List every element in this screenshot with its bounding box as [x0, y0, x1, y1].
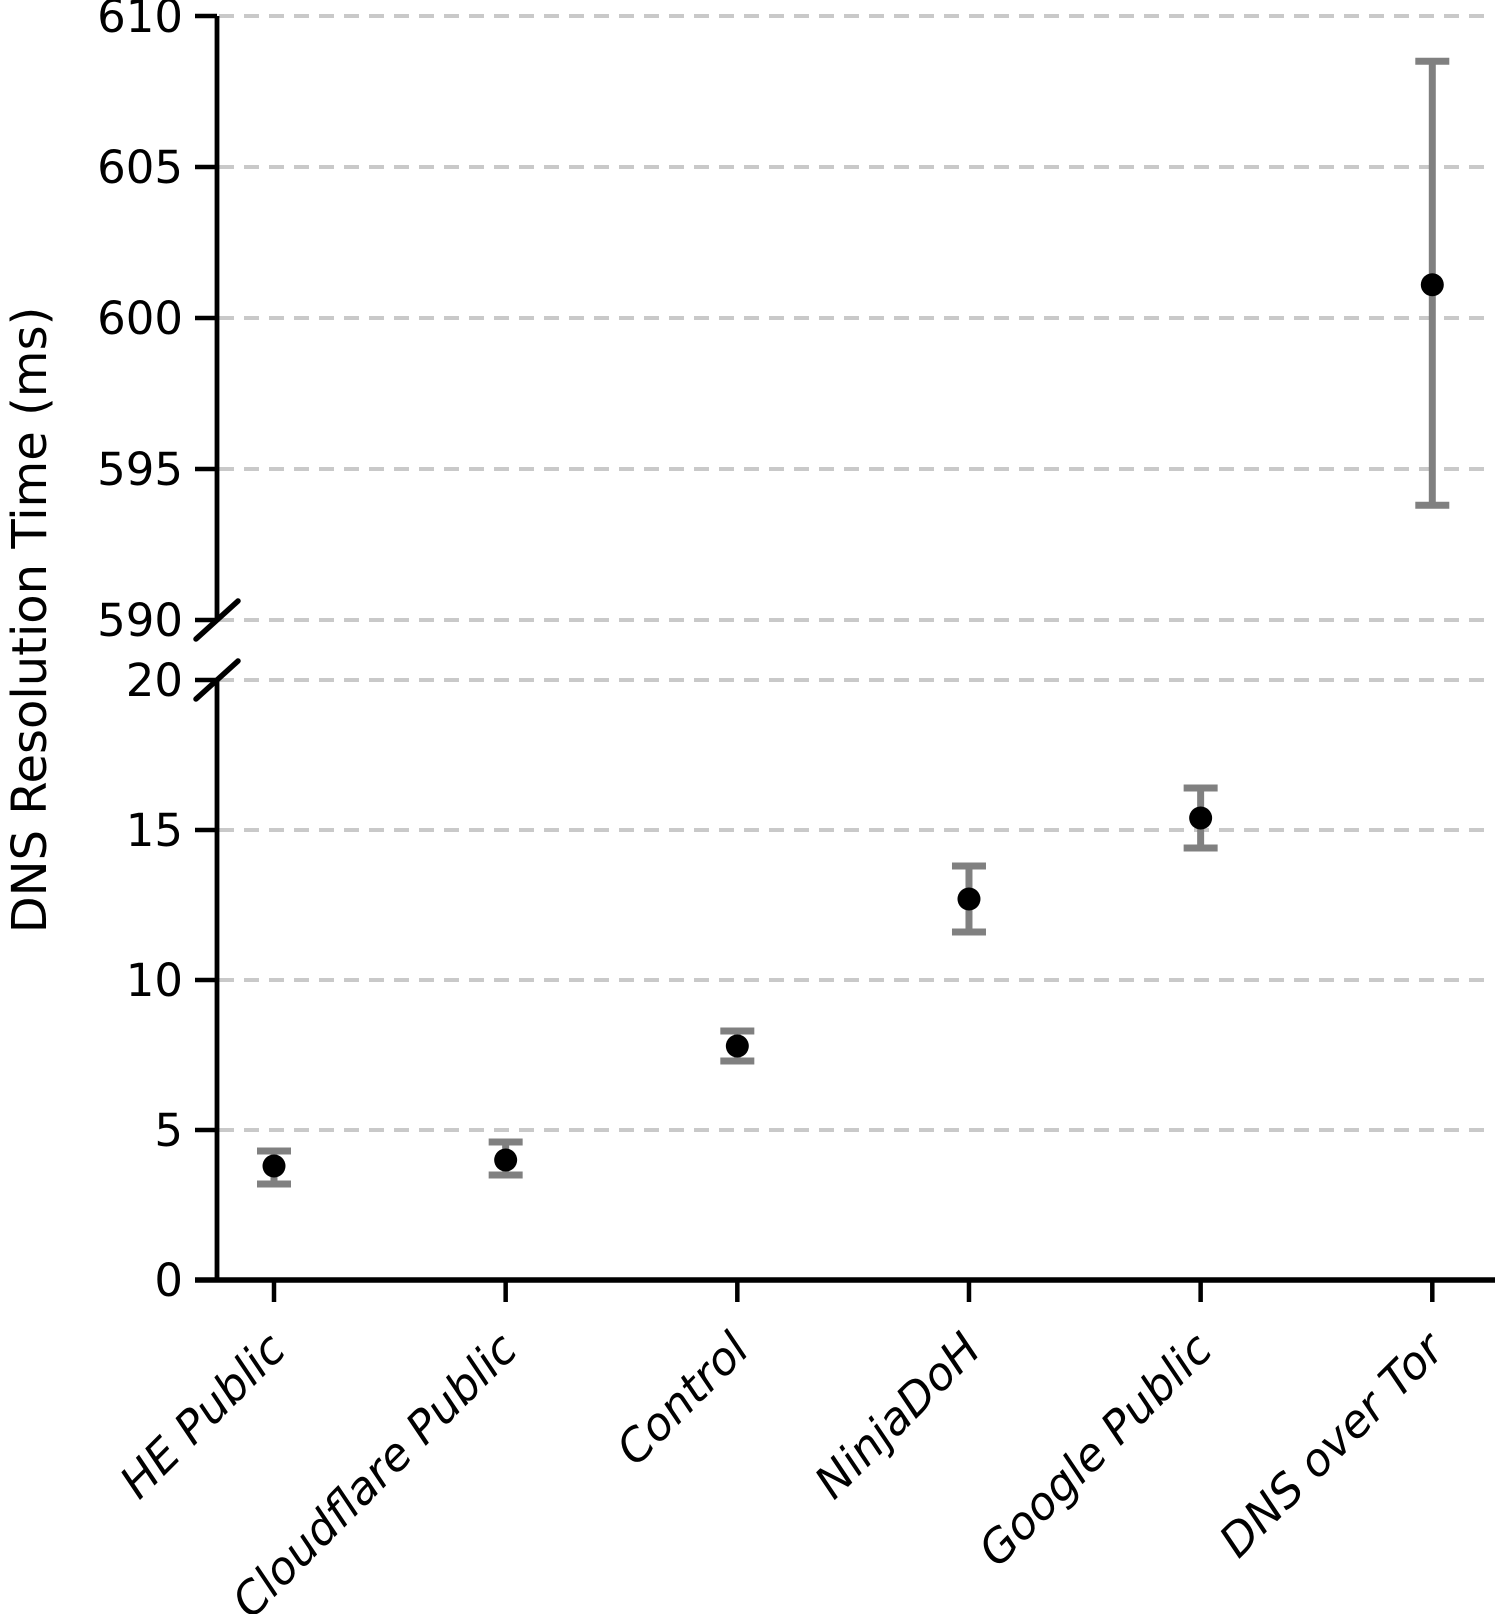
y-tick-label: 20: [126, 654, 183, 707]
y-tick-label: 0: [154, 1254, 183, 1307]
y-tick-label: 595: [97, 443, 183, 496]
data-point-marker: [262, 1154, 286, 1178]
gridlines-layer: [219, 14, 1493, 1132]
y-tick-label: 590: [97, 594, 183, 647]
axis-break-mark: [193, 658, 241, 702]
x-tick-label: Control: [606, 1322, 760, 1476]
data-point: [951, 862, 986, 936]
data-point-marker: [1420, 273, 1444, 297]
x-tick-label: DNS over Tor: [1209, 1321, 1456, 1568]
y-tick-label: 600: [97, 292, 183, 345]
data-point-marker: [1189, 806, 1213, 830]
data-point: [257, 1147, 291, 1188]
y-tick-label: 5: [154, 1104, 183, 1157]
data-point: [720, 1027, 755, 1065]
y-tick-label: 610: [97, 0, 183, 43]
y-tick-label: 605: [97, 141, 183, 194]
x-tick-label: NinjaDoH: [804, 1322, 991, 1509]
data-point-marker: [725, 1034, 749, 1058]
x-tick-label: HE Public: [109, 1322, 296, 1509]
data-point-marker: [494, 1148, 518, 1172]
y-axis-label: DNS Resolution Time (ms): [2, 307, 58, 934]
axis-break-mark: [193, 598, 241, 642]
data-layer: [257, 57, 1450, 1188]
data-point: [1415, 57, 1450, 509]
x-tick-label: Google Public: [968, 1322, 1223, 1577]
y-tick-label: 15: [126, 804, 183, 857]
data-point: [1183, 784, 1218, 852]
data-point-marker: [957, 887, 981, 911]
y-tick-label: 10: [126, 954, 183, 1007]
data-point: [488, 1138, 523, 1179]
